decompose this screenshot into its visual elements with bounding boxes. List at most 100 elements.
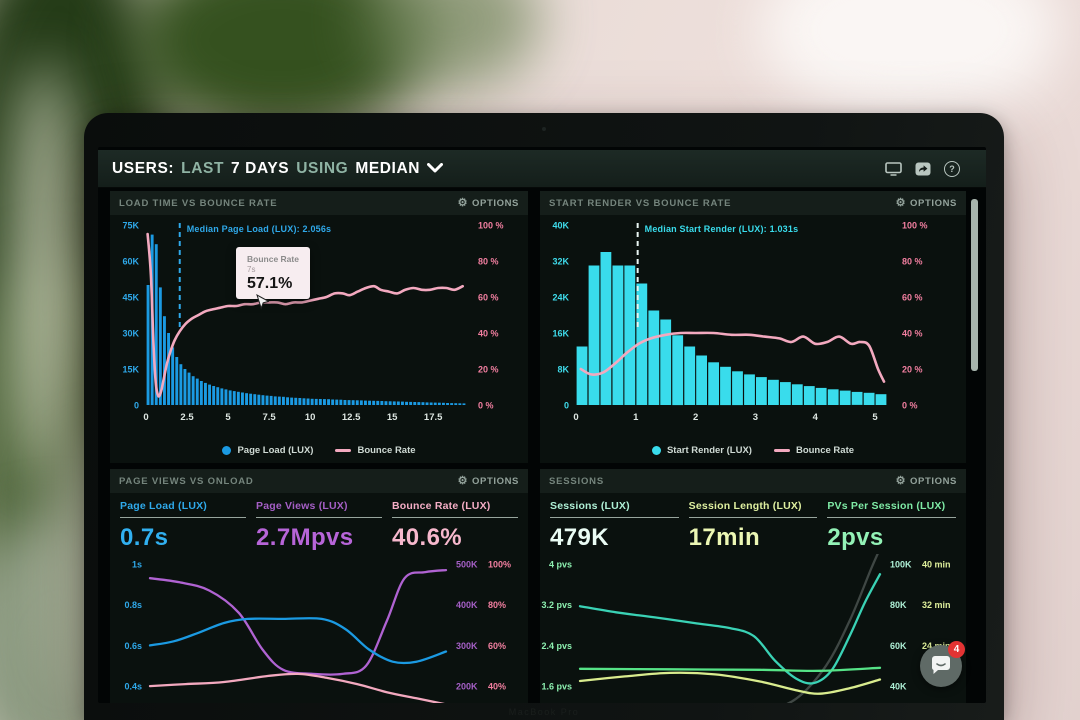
users-period-dropdown[interactable]: USERS: LAST 7 DAYS USING MEDIAN <box>112 159 444 178</box>
svg-text:0 %: 0 % <box>478 401 494 411</box>
metric-pvs-per-session: PVs Per Session (LUX) 2pvs <box>827 500 957 552</box>
chart-legend: Page Load (LUX) Bounce Rate <box>110 445 528 456</box>
metric-value: 40.6% <box>392 524 463 551</box>
options-button[interactable]: ⚙ OPTIONS <box>896 197 957 209</box>
legend-dot-icon <box>222 446 232 455</box>
metric-label: Page Views (LUX) <box>256 500 382 518</box>
dashboard-header: USERS: LAST 7 DAYS USING MEDIAN <box>98 150 986 188</box>
load-time-histogram-chart[interactable]: 75K 60K 45K 30K 15K 0 100 % 80 % 60 % 40 % 20 % 0 %… <box>110 217 528 433</box>
light-gap-blur <box>10 60 80 480</box>
svg-text:60%: 60% <box>488 641 506 651</box>
svg-text:0: 0 <box>573 412 578 423</box>
svg-text:0: 0 <box>564 401 569 411</box>
sessions-line-chart[interactable]: 4 pvs 3.2 pvs 2.4 pvs 1.6 pvs 100K 40 min 80K 3… <box>540 554 966 703</box>
options-button[interactable]: ⚙ OPTIONS <box>895 474 957 487</box>
options-button[interactable]: ⚙ OPTIONS <box>458 197 519 209</box>
svg-text:3.2 pvs: 3.2 pvs <box>541 600 572 610</box>
legend-line-icon <box>335 449 352 452</box>
panel-title: SESSIONS <box>549 475 604 487</box>
share-icon[interactable] <box>915 162 931 176</box>
options-label: OPTIONS <box>910 475 957 487</box>
svg-text:40 %: 40 % <box>478 329 499 339</box>
panel-title: LOAD TIME VS BOUNCE RATE <box>119 197 278 209</box>
svg-text:75K: 75K <box>122 221 139 231</box>
svg-text:1s: 1s <box>132 560 142 570</box>
metric-label: Page Load (LUX) <box>120 500 246 518</box>
laptop: USERS: LAST 7 DAYS USING MEDIAN <box>84 113 1004 720</box>
svg-text:2.5: 2.5 <box>180 412 194 423</box>
panel-load-time-vs-bounce-rate: LOAD TIME VS BOUNCE RATE ⚙ OPTIONS 75K 60… <box>110 191 528 463</box>
svg-text:45K: 45K <box>122 293 139 303</box>
metric-value: 479K <box>550 524 609 551</box>
svg-text:300K: 300K <box>456 641 478 651</box>
panel-header: PAGE VIEWS VS ONLOAD ⚙ OPTIONS <box>110 469 528 493</box>
chat-badge: 4 <box>948 641 965 658</box>
chart-tooltip: Bounce Rate 7s 57.1% <box>236 247 310 299</box>
panel-sessions: SESSIONS ⚙ OPTIONS Sessions (LUX) 479K S… <box>540 469 966 703</box>
svg-text:15: 15 <box>387 412 398 423</box>
chat-widget-button[interactable]: 4 <box>920 641 965 687</box>
panel-page-views-vs-onload: PAGE VIEWS VS ONLOAD ⚙ OPTIONS Page Load… <box>110 469 528 703</box>
header-last: LAST <box>181 159 225 177</box>
page-views-line-chart[interactable]: 1s 0.8s 0.6s 0.4s 500K 100% 400K 80% 300K 60% 200K… <box>110 554 528 703</box>
svg-text:1.6 pvs: 1.6 pvs <box>541 682 572 692</box>
help-icon[interactable]: ? <box>944 160 960 177</box>
svg-text:4 pvs: 4 pvs <box>549 560 572 570</box>
dashboard: USERS: LAST 7 DAYS USING MEDIAN <box>98 147 986 703</box>
svg-text:400K: 400K <box>456 600 478 610</box>
legend-label: Bounce Rate <box>357 445 416 456</box>
options-label: OPTIONS <box>910 197 957 209</box>
panel-header: LOAD TIME VS BOUNCE RATE ⚙ OPTIONS <box>110 191 528 215</box>
metric-value: 2pvs <box>827 524 884 551</box>
svg-text:200K: 200K <box>456 682 478 692</box>
svg-text:0: 0 <box>134 401 139 411</box>
gear-icon: ⚙ <box>895 474 907 487</box>
legend-label: Bounce Rate <box>795 445 855 456</box>
header-days: 7 DAYS <box>231 159 290 177</box>
svg-text:80 %: 80 % <box>902 257 923 267</box>
svg-text:100 %: 100 % <box>478 221 504 231</box>
svg-text:30K: 30K <box>122 329 139 339</box>
svg-text:100 %: 100 % <box>902 221 928 231</box>
svg-text:Median Page Load (LUX): 2.056s: Median Page Load (LUX): 2.056s <box>187 224 332 234</box>
svg-text:500K: 500K <box>456 560 478 570</box>
svg-text:0.6s: 0.6s <box>124 641 142 651</box>
metric-sessions: Sessions (LUX) 479K <box>550 500 679 552</box>
svg-text:40%: 40% <box>488 682 506 692</box>
metric-label: PVs Per Session (LUX) <box>827 500 957 518</box>
monitor-icon[interactable] <box>885 161 902 176</box>
panel-title: START RENDER VS BOUNCE RATE <box>549 197 732 209</box>
svg-text:10: 10 <box>305 412 316 423</box>
svg-text:40 min: 40 min <box>922 560 951 570</box>
metric-value: 2.7Mpvs <box>256 524 354 551</box>
svg-text:7.5: 7.5 <box>262 412 276 423</box>
svg-text:60K: 60K <box>122 257 139 267</box>
svg-text:2.4 pvs: 2.4 pvs <box>541 641 572 651</box>
scrollbar[interactable] <box>971 199 978 371</box>
svg-text:60 %: 60 % <box>902 293 923 303</box>
svg-text:3: 3 <box>753 412 758 423</box>
svg-text:8K: 8K <box>557 365 569 375</box>
legend-dot-icon <box>651 446 661 455</box>
header-median: MEDIAN <box>355 159 421 177</box>
metric-bounce-rate: Bounce Rate (LUX) 40.6% <box>392 500 518 552</box>
svg-text:2: 2 <box>693 412 698 423</box>
svg-text:12.5: 12.5 <box>342 412 361 423</box>
svg-text:17.5: 17.5 <box>424 412 443 423</box>
svg-text:16K: 16K <box>552 329 569 339</box>
svg-text:Median Start Render (LUX): 1.0: Median Start Render (LUX): 1.031s <box>645 224 799 234</box>
start-render-histogram-chart[interactable]: 40K 32K 24K 16K 8K 0 100 % 80 % 60 % 40 % 20 % 0 % 0… <box>540 217 966 433</box>
svg-text:4: 4 <box>813 412 819 423</box>
chevron-down-icon <box>427 160 444 178</box>
mouse-cursor-icon <box>256 293 270 315</box>
tooltip-x-value: 7s <box>247 265 256 274</box>
chat-bubble-icon <box>931 656 950 674</box>
svg-text:0: 0 <box>143 412 148 423</box>
svg-text:40K: 40K <box>890 682 907 692</box>
svg-text:80K: 80K <box>890 600 907 610</box>
svg-text:5: 5 <box>872 412 878 423</box>
metric-page-load: Page Load (LUX) 0.7s <box>120 500 246 552</box>
svg-text:0.8s: 0.8s <box>124 600 142 610</box>
options-label: OPTIONS <box>472 475 519 487</box>
options-button[interactable]: ⚙ OPTIONS <box>458 475 519 487</box>
